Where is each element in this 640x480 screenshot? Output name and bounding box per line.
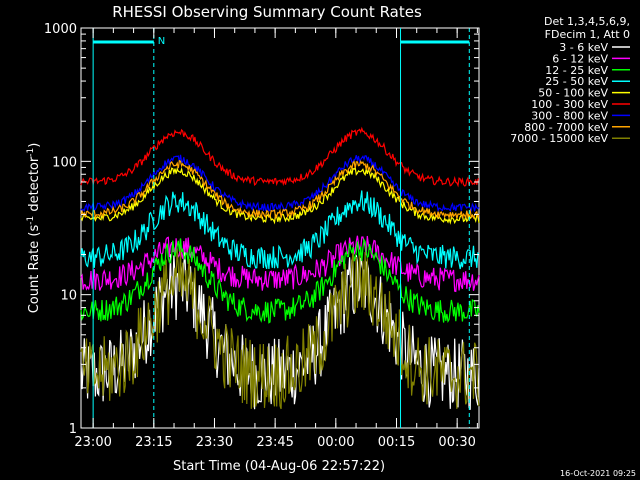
legend-entry-label: 50 - 100 keV xyxy=(538,87,608,100)
series-line-1 xyxy=(80,235,480,293)
y-tick-label: 100 xyxy=(52,155,77,170)
saa-markers: N xyxy=(92,28,470,428)
legend-entry-label: 800 - 7000 keV xyxy=(524,121,608,134)
series-curves xyxy=(80,126,480,410)
series-line-7 xyxy=(80,159,480,220)
x-axis-label: Start Time (04-Aug-06 22:57:22) xyxy=(173,459,385,474)
legend-entry-label: 7000 - 15000 keV xyxy=(510,132,608,145)
x-tick-label: 23:15 xyxy=(135,435,172,450)
series-line-2 xyxy=(80,237,480,324)
legend-entry-label: 25 - 50 keV xyxy=(545,75,608,88)
x-tick-label: 23:00 xyxy=(74,435,111,450)
series-line-6 xyxy=(80,154,480,213)
series-line-0 xyxy=(80,250,480,410)
x-tick-label: 00:15 xyxy=(378,435,415,450)
legend-entry-label: 300 - 800 keV xyxy=(531,109,608,122)
series-line-3 xyxy=(80,190,480,270)
footer-timestamp: 16-Oct-2021 09:25 xyxy=(560,469,636,478)
chart-title: RHESSI Observing Summary Count Rates xyxy=(112,3,422,21)
y-tick-label: 1000 xyxy=(44,22,77,37)
y-tick-label: 1 xyxy=(69,422,77,437)
legend-header: Det 1,3,4,5,6,9, xyxy=(544,15,630,28)
saa-label: N xyxy=(158,36,165,47)
x-tick-label: 00:30 xyxy=(438,435,475,450)
legend-entry-label: 3 - 6 keV xyxy=(559,41,608,54)
y-tick-label: 10 xyxy=(60,289,77,304)
legend-header: FDecim 1, Att 0 xyxy=(545,28,630,41)
series-line-5 xyxy=(80,126,480,188)
x-tick-label: 00:00 xyxy=(317,435,354,450)
legend-entry-label: 100 - 300 keV xyxy=(531,98,608,111)
plot-frame xyxy=(80,27,480,429)
legend: Det 1,3,4,5,6,9,FDecim 1, Att 03 - 6 keV… xyxy=(510,15,630,145)
legend-entry-label: 6 - 12 keV xyxy=(552,52,608,65)
y-axis-label: Count Rate (s-1 detector-1) xyxy=(26,143,42,314)
legend-entry-label: 12 - 25 keV xyxy=(545,64,608,77)
x-tick-label: 23:45 xyxy=(256,435,293,450)
series-line-8 xyxy=(80,249,480,410)
x-tick-label: 23:30 xyxy=(196,435,233,450)
axis-ticks: 23:00 23:15 23:30 23:45 00:00 00:15 00:30 1 10 10… xyxy=(44,22,479,450)
